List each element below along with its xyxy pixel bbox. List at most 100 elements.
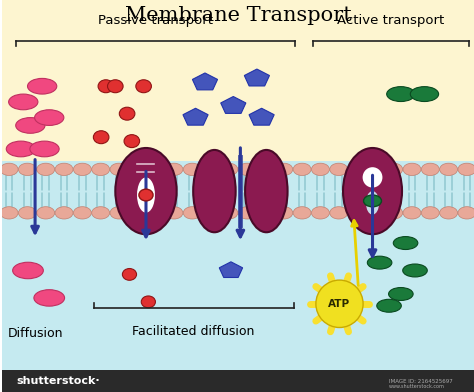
Ellipse shape bbox=[27, 78, 57, 94]
Ellipse shape bbox=[183, 163, 201, 176]
Ellipse shape bbox=[238, 207, 256, 219]
Ellipse shape bbox=[330, 207, 348, 219]
Ellipse shape bbox=[366, 191, 379, 215]
Ellipse shape bbox=[193, 150, 236, 232]
Ellipse shape bbox=[128, 207, 146, 219]
Ellipse shape bbox=[55, 207, 73, 219]
Ellipse shape bbox=[122, 269, 137, 280]
Polygon shape bbox=[221, 96, 246, 113]
Ellipse shape bbox=[393, 237, 418, 249]
Ellipse shape bbox=[410, 87, 438, 102]
Ellipse shape bbox=[403, 264, 427, 277]
Ellipse shape bbox=[458, 207, 474, 219]
Ellipse shape bbox=[55, 163, 73, 176]
Ellipse shape bbox=[440, 163, 457, 176]
Ellipse shape bbox=[91, 163, 109, 176]
Ellipse shape bbox=[146, 163, 164, 176]
Ellipse shape bbox=[348, 163, 366, 176]
Ellipse shape bbox=[330, 163, 348, 176]
Ellipse shape bbox=[366, 163, 384, 176]
Polygon shape bbox=[249, 108, 274, 125]
Ellipse shape bbox=[34, 290, 64, 306]
Ellipse shape bbox=[403, 207, 421, 219]
Ellipse shape bbox=[387, 87, 415, 102]
Ellipse shape bbox=[0, 207, 18, 219]
Ellipse shape bbox=[458, 163, 474, 176]
Ellipse shape bbox=[220, 207, 238, 219]
Ellipse shape bbox=[73, 207, 91, 219]
Ellipse shape bbox=[124, 135, 140, 148]
Ellipse shape bbox=[238, 163, 256, 176]
Ellipse shape bbox=[385, 207, 402, 219]
Polygon shape bbox=[183, 108, 208, 125]
Text: Active transport: Active transport bbox=[337, 15, 445, 27]
Ellipse shape bbox=[440, 207, 457, 219]
Ellipse shape bbox=[165, 207, 183, 219]
Ellipse shape bbox=[37, 207, 55, 219]
Ellipse shape bbox=[275, 163, 293, 176]
Ellipse shape bbox=[421, 207, 439, 219]
Ellipse shape bbox=[364, 195, 382, 207]
Ellipse shape bbox=[385, 163, 402, 176]
Ellipse shape bbox=[35, 110, 64, 125]
Ellipse shape bbox=[311, 207, 329, 219]
Ellipse shape bbox=[141, 296, 155, 308]
Ellipse shape bbox=[183, 207, 201, 219]
Ellipse shape bbox=[16, 118, 45, 133]
Ellipse shape bbox=[421, 163, 439, 176]
Ellipse shape bbox=[201, 207, 219, 219]
Ellipse shape bbox=[245, 150, 288, 232]
Ellipse shape bbox=[93, 131, 109, 144]
Text: shutterstock·: shutterstock· bbox=[16, 376, 100, 387]
Ellipse shape bbox=[146, 207, 164, 219]
Ellipse shape bbox=[137, 177, 155, 213]
Ellipse shape bbox=[13, 262, 43, 279]
Ellipse shape bbox=[377, 299, 401, 312]
Ellipse shape bbox=[9, 94, 38, 110]
Text: Facilitated diffusion: Facilitated diffusion bbox=[132, 325, 255, 338]
Ellipse shape bbox=[139, 189, 153, 201]
Ellipse shape bbox=[220, 163, 238, 176]
Ellipse shape bbox=[363, 167, 383, 188]
Ellipse shape bbox=[110, 207, 128, 219]
Ellipse shape bbox=[108, 80, 123, 93]
Ellipse shape bbox=[367, 256, 392, 269]
Ellipse shape bbox=[348, 207, 366, 219]
Ellipse shape bbox=[18, 163, 36, 176]
Ellipse shape bbox=[165, 163, 183, 176]
Text: ATP: ATP bbox=[328, 299, 351, 309]
Ellipse shape bbox=[366, 207, 384, 219]
Text: Diffusion: Diffusion bbox=[7, 327, 63, 340]
Ellipse shape bbox=[115, 148, 177, 234]
Ellipse shape bbox=[343, 148, 402, 234]
Ellipse shape bbox=[316, 280, 363, 327]
Ellipse shape bbox=[256, 163, 274, 176]
Ellipse shape bbox=[403, 163, 421, 176]
Ellipse shape bbox=[6, 141, 36, 157]
Ellipse shape bbox=[119, 107, 135, 120]
Text: www.shutterstock.com: www.shutterstock.com bbox=[389, 384, 445, 388]
Ellipse shape bbox=[275, 207, 293, 219]
Polygon shape bbox=[2, 0, 474, 161]
Polygon shape bbox=[2, 161, 474, 392]
Ellipse shape bbox=[110, 163, 128, 176]
Ellipse shape bbox=[389, 288, 413, 300]
Ellipse shape bbox=[18, 207, 36, 219]
Text: IMAGE ID: 2164525697: IMAGE ID: 2164525697 bbox=[389, 379, 453, 384]
Ellipse shape bbox=[98, 80, 114, 93]
Ellipse shape bbox=[311, 163, 329, 176]
Text: Passive transport: Passive transport bbox=[98, 15, 213, 27]
Ellipse shape bbox=[256, 207, 274, 219]
Ellipse shape bbox=[0, 163, 18, 176]
Polygon shape bbox=[2, 370, 474, 392]
Polygon shape bbox=[244, 69, 269, 86]
Ellipse shape bbox=[128, 163, 146, 176]
Ellipse shape bbox=[136, 80, 151, 93]
Polygon shape bbox=[219, 262, 243, 278]
Ellipse shape bbox=[293, 163, 311, 176]
Ellipse shape bbox=[91, 207, 109, 219]
Text: Membrane Transport: Membrane Transport bbox=[125, 6, 351, 25]
Ellipse shape bbox=[201, 163, 219, 176]
Ellipse shape bbox=[30, 141, 59, 157]
Ellipse shape bbox=[37, 163, 55, 176]
